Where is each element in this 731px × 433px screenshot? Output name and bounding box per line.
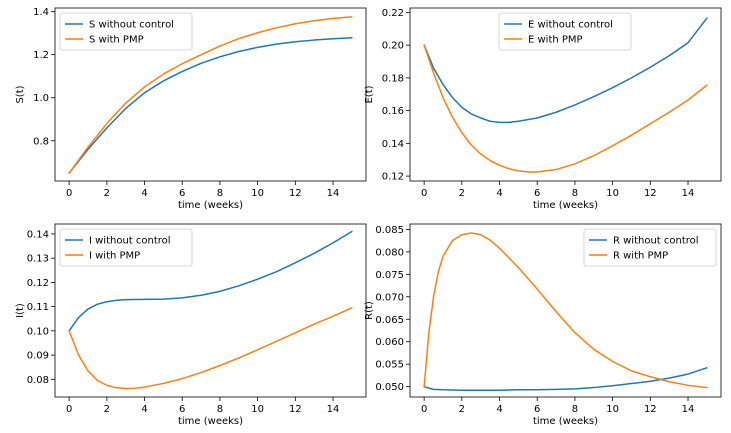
- r-panel: 0 2 4 6 8 10 12 14 0.050 0.055 0.060 0.065 0.070 0.07…: [364, 223, 722, 427]
- e-y-tick-label: 0.22: [382, 8, 404, 19]
- r-legend-label-without-control: R without control: [613, 236, 699, 247]
- e-y-tick-label: 0.18: [382, 73, 404, 84]
- i-series-line-without-control: [68, 230, 353, 332]
- r-x-tick-label: 0: [421, 404, 427, 415]
- s-legend-label-with-pmp: S with PMP: [89, 35, 144, 46]
- r-x-tick-label: 6: [534, 404, 540, 415]
- s-x-tick-label: 14: [327, 188, 340, 199]
- r-y-tick-label: 0.050: [375, 382, 404, 393]
- e-axes-frame: [409, 7, 722, 182]
- r-x-axis-label: time (weeks): [533, 416, 598, 427]
- i-legend-box: [59, 228, 193, 267]
- i-axes-frame: [54, 223, 367, 398]
- e-x-tick-label: 8: [572, 188, 578, 199]
- i-y-tick-label: 0.12: [27, 278, 49, 289]
- r-legend-label-with-pmp: R with PMP: [613, 251, 668, 262]
- s-y-tick-label: 0.8: [33, 136, 49, 147]
- i-y-tick-label: 0.08: [27, 375, 49, 386]
- s-y-axis-label: S(t): [15, 85, 26, 103]
- i-x-tick-label: 2: [104, 404, 110, 415]
- i-x-tick-label: 4: [141, 404, 147, 415]
- i-legend-label-with-pmp: I with PMP: [89, 251, 140, 262]
- e-y-tick-label: 0.20: [382, 41, 404, 52]
- e-x-tick-label: 4: [496, 188, 502, 199]
- i-y-tick-label: 0.10: [27, 326, 49, 337]
- e-legend-label-without-control: E without control: [528, 20, 613, 31]
- i-x-axis-label: time (weeks): [178, 416, 243, 427]
- s-x-tick-label: 2: [104, 188, 110, 199]
- e-x-axis-label: time (weeks): [533, 200, 598, 211]
- e-x-tick-label: 14: [682, 188, 695, 199]
- r-y-axis-label: R(t): [364, 301, 375, 320]
- r-series-line-without-control: [423, 367, 708, 392]
- s-y-tick-label: 1.0: [33, 93, 49, 104]
- i-y-tick-label: 0.11: [27, 302, 49, 313]
- r-x-tick-label: 8: [572, 404, 578, 415]
- s-y-tick-label: 1.4: [33, 7, 49, 18]
- s-legend-box: [59, 12, 193, 51]
- i-x-tick-label: 14: [327, 404, 340, 415]
- e-y-tick-label: 0.14: [382, 139, 404, 150]
- i-series-line-with-pmp: [68, 307, 353, 390]
- s-series-line-without-control: [68, 36, 353, 174]
- i-legend: I without control I with PMP: [59, 228, 193, 267]
- r-x-tick-label: 4: [496, 404, 502, 415]
- i-x-tick-label: 10: [251, 404, 264, 415]
- e-y-axis-label: E(t): [364, 85, 375, 103]
- r-y-tick-label: 0.080: [375, 247, 404, 258]
- e-series-line-with-pmp: [423, 44, 708, 173]
- e-y-tick-label: 0.12: [382, 172, 404, 183]
- r-y-tick-label: 0.060: [375, 337, 404, 348]
- i-x-tick-label: 8: [217, 404, 223, 415]
- s-panel: 0 2 4 6 8 10 12 14 0.8 1.0 1.2 1.4 time (weeks) S(t) S…: [15, 7, 367, 211]
- r-x-tick-label: 12: [644, 404, 657, 415]
- e-x-tick-label: 10: [606, 188, 619, 199]
- s-legend-label-without-control: S without control: [89, 20, 174, 31]
- e-panel: 0 2 4 6 8 10 12 14 0.12 0.14 0.16 0.18 0.20 0.22 time …: [364, 7, 722, 211]
- r-legend-box: [583, 228, 717, 267]
- s-x-axis-label: time (weeks): [178, 200, 243, 211]
- e-y-tick-label: 0.16: [382, 106, 404, 117]
- e-x-tick-label: 12: [644, 188, 657, 199]
- r-x-tick-label: 14: [682, 404, 695, 415]
- r-y-tick-label: 0.075: [375, 270, 404, 281]
- e-series-line-without-control: [423, 17, 708, 124]
- r-x-tick-label: 10: [606, 404, 619, 415]
- r-y-tick-label: 0.055: [375, 360, 404, 371]
- e-legend-label-with-pmp: E with PMP: [528, 35, 583, 46]
- i-x-tick-label: 12: [289, 404, 302, 415]
- i-panel: 0 2 4 6 8 10 12 14 0.08 0.09 0.10 0.11 0.12 0.13 0.14 t…: [15, 223, 367, 427]
- e-legend-box: [498, 12, 632, 51]
- i-x-tick-label: 6: [179, 404, 185, 415]
- i-y-axis-label: I(t): [15, 303, 26, 318]
- i-legend-label-without-control: I without control: [89, 236, 171, 247]
- r-legend: R without control R with PMP: [583, 228, 717, 267]
- e-legend: E without control E with PMP: [498, 12, 632, 51]
- r-y-tick-label: 0.085: [375, 225, 404, 236]
- s-x-tick-label: 0: [66, 188, 72, 199]
- r-axes-frame: [409, 223, 722, 398]
- i-y-tick-label: 0.09: [27, 351, 49, 362]
- r-y-tick-label: 0.065: [375, 315, 404, 326]
- r-x-tick-label: 2: [459, 404, 465, 415]
- s-series-line-with-pmp: [68, 16, 353, 174]
- s-x-tick-label: 6: [179, 188, 185, 199]
- s-x-tick-label: 10: [251, 188, 264, 199]
- i-y-tick-label: 0.14: [27, 229, 49, 240]
- s-y-tick-label: 1.2: [33, 50, 49, 61]
- s-axes-frame: [54, 7, 367, 182]
- r-y-tick-label: 0.070: [375, 292, 404, 303]
- i-y-tick-label: 0.13: [27, 254, 49, 265]
- s-x-tick-label: 4: [141, 188, 147, 199]
- i-x-tick-label: 0: [66, 404, 72, 415]
- r-series-line-with-pmp: [423, 232, 708, 389]
- s-x-tick-label: 8: [217, 188, 223, 199]
- s-x-tick-label: 12: [289, 188, 302, 199]
- s-legend: S without control S with PMP: [59, 12, 193, 51]
- e-x-tick-label: 0: [421, 188, 427, 199]
- e-x-tick-label: 2: [459, 188, 465, 199]
- e-x-tick-label: 6: [534, 188, 540, 199]
